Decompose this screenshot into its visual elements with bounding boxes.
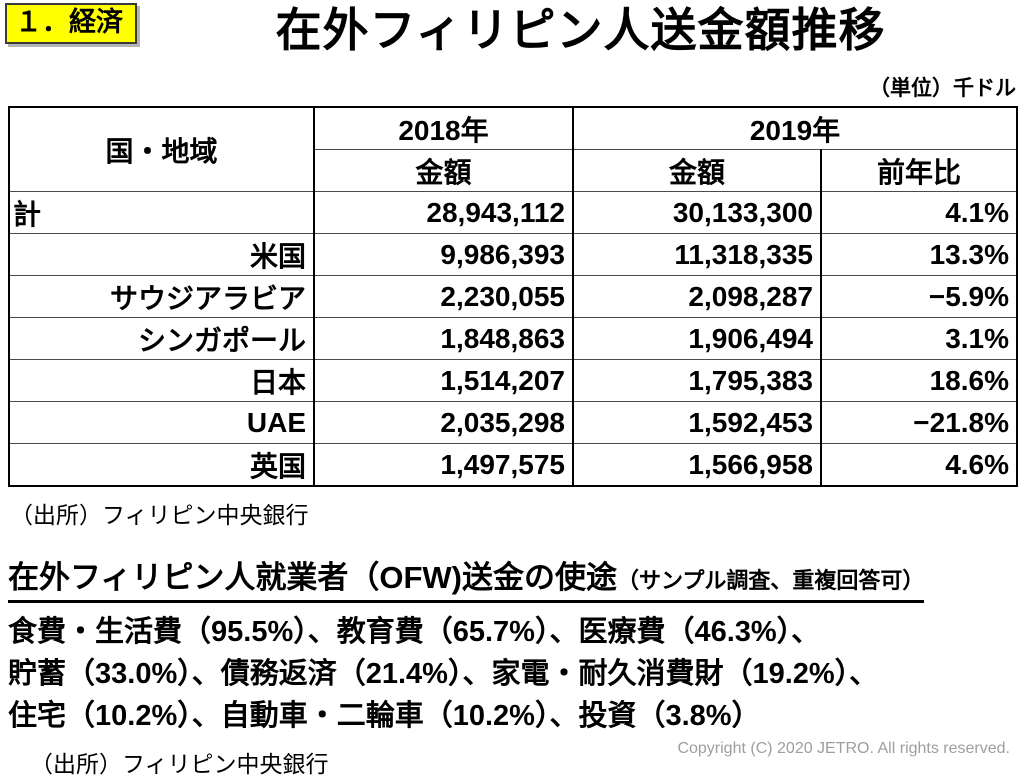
cell-amount-2019: 1,795,383: [572, 359, 822, 403]
cell-amount-2019: 1,592,453: [572, 401, 822, 445]
remittance-table: 国・地域 2018年 2019年 金額 金額 前年比 計 28,943,112 …: [8, 106, 1019, 488]
cell-amount-2019: 1,566,958: [572, 443, 822, 487]
cell-country: 英国: [8, 443, 315, 487]
usage-line-1: 食費・生活費（95.5%）、教育費（65.7%）、医療費（46.3%）、: [8, 616, 821, 649]
table-row: 米国 9,986,393 11,318,335 13.3%: [8, 233, 1019, 277]
cell-amount-2018: 1,497,575: [313, 443, 574, 487]
usage-body: 食費・生活費（95.5%）、教育費（65.7%）、医療費（46.3%）、 貯蓄（…: [0, 611, 1024, 737]
usage-line-2: 貯蓄（33.0%）、債務返済（21.4%）、家電・耐久消費財（19.2%）、: [8, 658, 879, 691]
cell-amount-2019: 11,318,335: [572, 233, 822, 277]
header: １．経済 在外フィリピン人送金額推移: [0, 0, 1024, 58]
table-header-row-2: 金額 金額 前年比: [9, 149, 1019, 193]
cell-yoy: 3.1%: [819, 317, 1019, 361]
cell-amount-2018: 28,943,112: [313, 191, 574, 235]
cell-yoy: 18.6%: [819, 359, 1019, 403]
col-header-amount-2019: 金額: [572, 149, 822, 193]
cell-country: 日本: [8, 359, 315, 403]
usage-heading-main: 在外フィリピン人就業者（OFW)送金の使途: [8, 560, 618, 596]
usage-heading: 在外フィリピン人就業者（OFW)送金の使途（サンプル調査、重複回答可）: [8, 552, 1024, 604]
col-header-amount-2018: 金額: [313, 149, 574, 193]
cell-yoy: −21.8%: [819, 401, 1019, 445]
page-title: 在外フィリピン人送金額推移: [275, 4, 886, 56]
cell-amount-2019: 2,098,287: [572, 275, 822, 319]
cell-country: 米国: [8, 233, 315, 277]
copyright-text: Copyright (C) 2020 JETRO. All rights res…: [677, 740, 1010, 757]
col-header-country: 国・地域: [8, 106, 315, 193]
cell-country: UAE: [8, 401, 315, 445]
cell-yoy: 4.1%: [819, 191, 1019, 235]
usage-heading-note: （サンプル調査、重複回答可）: [617, 568, 925, 594]
cell-yoy: 13.3%: [819, 233, 1019, 277]
table-row: 日本 1,514,207 1,795,383 18.6%: [8, 359, 1019, 403]
cell-yoy: 4.6%: [819, 443, 1019, 487]
table-row: シンガポール 1,848,863 1,906,494 3.1%: [8, 317, 1019, 361]
usage-line-3: 住宅（10.2%）、自動車・二輪車（10.2%）、投資（3.8%）: [8, 700, 761, 733]
cell-amount-2018: 9,986,393: [313, 233, 574, 277]
cell-amount-2019: 1,906,494: [572, 317, 822, 361]
cell-country: 計: [8, 191, 315, 235]
cell-amount-2018: 1,848,863: [313, 317, 574, 361]
cell-amount-2019: 30,133,300: [572, 191, 822, 235]
table-row: UAE 2,035,298 1,592,453 −21.8%: [8, 401, 1019, 445]
cell-country: シンガポール: [8, 317, 315, 361]
col-header-yoy: 前年比: [819, 149, 1019, 193]
table-row: サウジアラビア 2,230,055 2,098,287 −5.9%: [8, 275, 1019, 319]
table-header-row-1: 国・地域 2018年 2019年: [8, 106, 1019, 193]
section-badge: １．経済: [5, 3, 137, 45]
table-row: 英国 1,497,575 1,566,958 4.6%: [8, 443, 1019, 487]
col-header-2019: 2019年: [571, 106, 1019, 151]
cell-amount-2018: 1,514,207: [313, 359, 574, 403]
cell-yoy: −5.9%: [819, 275, 1019, 319]
table-row: 計 28,943,112 30,133,300 4.1%: [8, 191, 1019, 235]
col-header-2018: 2018年: [313, 106, 574, 151]
cell-amount-2018: 2,035,298: [313, 401, 574, 445]
unit-note: （単位）千ドル: [869, 77, 1016, 101]
table-source: （出所）フィリピン中央銀行: [10, 502, 309, 529]
cell-amount-2018: 2,230,055: [313, 275, 574, 319]
cell-country: サウジアラビア: [8, 275, 315, 319]
